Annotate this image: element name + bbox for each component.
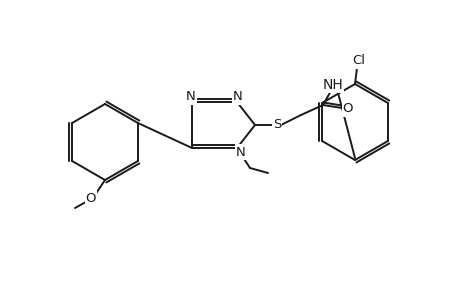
Text: NH: NH <box>322 78 342 92</box>
Text: O: O <box>342 103 353 116</box>
Text: N: N <box>233 91 242 103</box>
Text: S: S <box>272 118 280 131</box>
Text: N: N <box>186 91 196 103</box>
Text: O: O <box>85 191 96 205</box>
Text: Cl: Cl <box>352 55 365 68</box>
Text: N: N <box>235 146 246 158</box>
